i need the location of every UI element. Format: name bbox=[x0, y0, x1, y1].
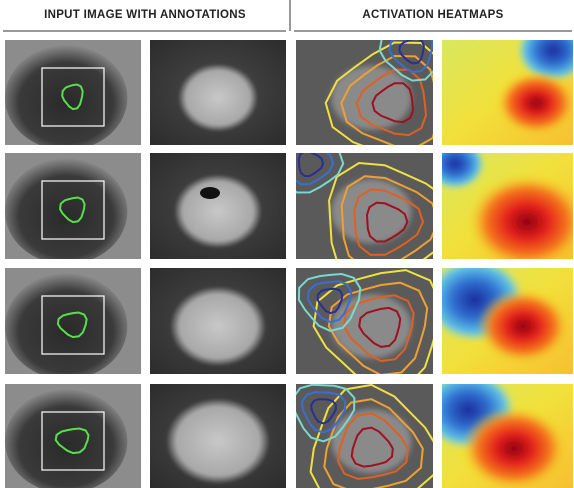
tile-content bbox=[293, 384, 438, 488]
nodule bbox=[170, 286, 266, 366]
right-header: ACTIVATION HEATMAPS bbox=[362, 9, 503, 21]
cavity bbox=[200, 187, 220, 199]
image-tile bbox=[442, 20, 574, 146]
tile-content bbox=[296, 23, 452, 161]
image-tile bbox=[150, 40, 286, 145]
figure: INPUT IMAGE WITH ANNOTATIONS ACTIVATION … bbox=[0, 0, 574, 488]
cold-region bbox=[425, 138, 484, 190]
tile-content bbox=[296, 268, 441, 389]
image-tile bbox=[282, 135, 454, 281]
image-grid bbox=[5, 20, 574, 488]
lung-field bbox=[5, 158, 127, 264]
hot-region bbox=[497, 72, 574, 135]
tile-content bbox=[422, 371, 573, 488]
image-tile bbox=[5, 153, 141, 264]
tile-content bbox=[5, 384, 141, 488]
image-tile bbox=[296, 23, 452, 161]
tile-content bbox=[425, 138, 574, 270]
left-header: INPUT IMAGE WITH ANNOTATIONS bbox=[44, 9, 246, 21]
tile-content bbox=[282, 135, 454, 281]
image-tile bbox=[293, 384, 438, 488]
tile-content bbox=[425, 258, 573, 374]
image-tile bbox=[150, 384, 286, 488]
image-tile bbox=[425, 138, 574, 270]
tile-content bbox=[150, 153, 286, 259]
tile-content bbox=[442, 20, 574, 146]
image-tile bbox=[425, 258, 573, 374]
tile-content bbox=[150, 40, 286, 145]
hot-region bbox=[462, 407, 567, 488]
tile-content bbox=[150, 384, 286, 488]
image-tile bbox=[5, 384, 141, 488]
image-tile bbox=[150, 153, 286, 259]
image-tile bbox=[5, 268, 141, 379]
image-tile bbox=[422, 371, 573, 488]
hot-region bbox=[477, 289, 569, 363]
tile-content bbox=[5, 153, 141, 264]
image-tile bbox=[296, 268, 441, 389]
nodule bbox=[174, 174, 262, 248]
nodule bbox=[166, 398, 270, 484]
nodule bbox=[178, 64, 258, 132]
tile-content bbox=[5, 40, 141, 150]
tile-content bbox=[150, 268, 286, 374]
tile-content bbox=[5, 268, 141, 379]
lung-field bbox=[5, 45, 127, 150]
lung-field bbox=[5, 273, 127, 379]
image-tile bbox=[150, 268, 286, 374]
image-tile bbox=[5, 40, 141, 150]
